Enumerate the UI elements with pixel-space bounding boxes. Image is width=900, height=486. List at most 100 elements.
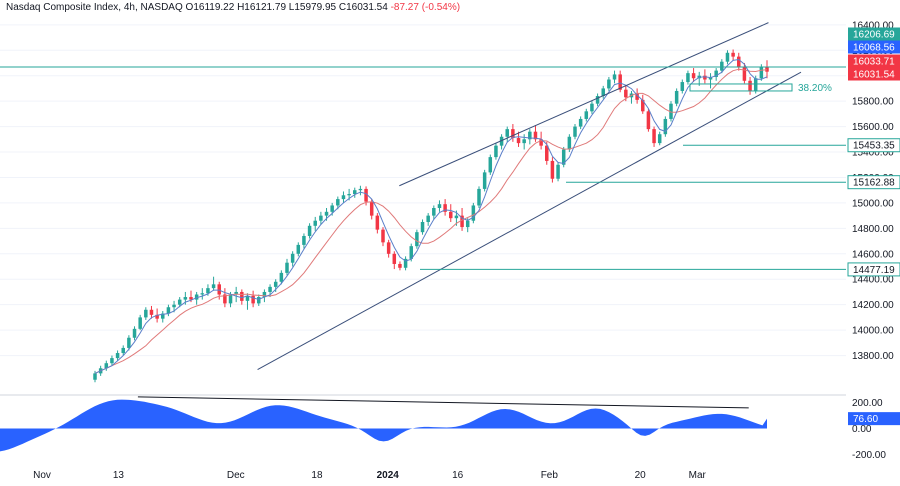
candle xyxy=(561,146,566,168)
candle-body xyxy=(460,215,464,228)
price-badge-label: 16031.54 xyxy=(853,70,895,81)
divergence-line xyxy=(137,396,749,409)
candle-body xyxy=(601,88,605,97)
candle-body xyxy=(403,258,408,268)
candle xyxy=(149,305,154,319)
ohlc-low: L15979.95 xyxy=(288,2,337,13)
candle-body xyxy=(336,199,340,206)
candle-body xyxy=(223,294,227,304)
candle-body xyxy=(341,195,346,200)
candle-body xyxy=(194,294,199,300)
candle-body xyxy=(646,111,651,130)
candle-body xyxy=(567,136,572,150)
candle-body xyxy=(641,99,645,112)
candle xyxy=(302,233,306,249)
candle-body xyxy=(465,220,470,228)
candle xyxy=(765,60,769,79)
candle xyxy=(161,311,165,323)
candle xyxy=(545,141,549,165)
candle-body xyxy=(161,313,165,319)
candle xyxy=(353,187,357,198)
price-badge-bg xyxy=(848,40,900,54)
candle-body xyxy=(392,253,397,264)
price-tick-label: 15800.00 xyxy=(852,97,894,108)
candle xyxy=(166,304,171,317)
candle xyxy=(313,216,317,231)
fib-box xyxy=(689,83,793,92)
candle-body xyxy=(268,286,272,292)
candle-body xyxy=(177,299,182,305)
candle-body xyxy=(663,118,668,135)
price-tick-label: 14600.00 xyxy=(852,249,894,260)
candle xyxy=(200,288,205,300)
level-badge-label: 15453.35 xyxy=(853,141,895,152)
candle xyxy=(612,70,617,84)
time-tick-label: Feb xyxy=(541,470,559,481)
candle xyxy=(477,186,481,208)
candle-body xyxy=(313,220,317,226)
candle-body xyxy=(624,89,628,98)
candle-body xyxy=(245,295,250,301)
candle-body xyxy=(573,126,577,137)
candle-body xyxy=(522,139,526,144)
candle-body xyxy=(545,145,549,161)
candle xyxy=(714,68,718,81)
price-badge: 16033.71 xyxy=(848,54,900,68)
price-tick-label: 15000.00 xyxy=(852,198,894,209)
price-tick-label: 16400.00 xyxy=(852,20,894,31)
candle xyxy=(499,134,504,150)
oscillator-badge: 76.60 xyxy=(848,412,900,426)
time-tick-label: Mar xyxy=(689,470,707,481)
candle-body xyxy=(211,284,216,289)
candle-body xyxy=(612,74,617,80)
candle xyxy=(223,288,227,308)
candle-body xyxy=(578,118,583,127)
time-tick-label: Nov xyxy=(33,470,51,481)
candle xyxy=(590,101,594,114)
candle xyxy=(443,199,447,216)
time-tick-label: Dec xyxy=(227,470,245,481)
candle xyxy=(437,200,442,212)
candle-body xyxy=(386,242,391,254)
candle xyxy=(144,307,148,320)
candle-body xyxy=(432,207,436,216)
candle-body xyxy=(443,204,447,212)
oscillator-tick-label: 200.00 xyxy=(852,398,883,409)
candle-body xyxy=(115,353,120,359)
time-tick-label: 20 xyxy=(635,470,647,481)
candle xyxy=(279,270,284,285)
candle xyxy=(601,85,605,99)
level-badge-label: 14477.19 xyxy=(853,265,895,276)
candle xyxy=(426,213,430,226)
candle-body xyxy=(449,211,453,219)
candle xyxy=(669,101,673,122)
candle xyxy=(375,213,380,234)
candle-body xyxy=(132,328,137,338)
candle-body xyxy=(635,93,639,100)
candle xyxy=(516,131,521,147)
oscillator-tick-label: 0.00 xyxy=(852,424,872,435)
symbol-title[interactable]: Nasdaq Composite Index, 4h, NASDAQ xyxy=(6,2,183,13)
price-badge: 16206.69 xyxy=(848,27,900,41)
candle-body xyxy=(454,215,459,219)
candle-body xyxy=(686,73,690,83)
candle-body xyxy=(415,232,419,247)
candle xyxy=(742,62,747,84)
candle-body xyxy=(720,61,724,71)
oscillator-badge-label: 76.60 xyxy=(853,414,878,425)
ohlc-high: H16121.79 xyxy=(237,2,287,13)
candle-body xyxy=(302,235,306,245)
candle xyxy=(290,251,295,267)
candle-body xyxy=(172,304,176,308)
candle-body xyxy=(482,172,487,189)
candle-body xyxy=(127,337,131,348)
level-badge: 14477.19 xyxy=(847,262,900,277)
price-badge-label: 16068.56 xyxy=(853,43,895,54)
slow-moving-average xyxy=(94,68,768,374)
candle xyxy=(392,251,397,270)
candle-body xyxy=(347,194,351,196)
candle xyxy=(471,202,476,224)
ohlc-close: C16031.54 xyxy=(338,2,388,13)
candle-body xyxy=(550,160,555,179)
